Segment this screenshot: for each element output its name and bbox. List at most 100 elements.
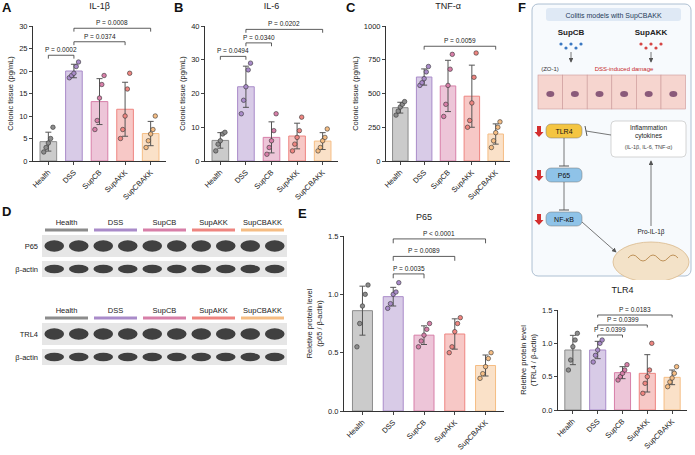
svg-text:Health: Health [56, 218, 78, 227]
svg-text:TLR4: TLR4 [555, 128, 572, 135]
svg-text:DSS: DSS [411, 168, 428, 185]
svg-text:DSS: DSS [61, 168, 78, 185]
svg-text:40: 40 [191, 22, 199, 31]
svg-text:SupCBAKK: SupCBAKK [466, 168, 500, 202]
svg-text:SupCB: SupCB [153, 306, 177, 315]
svg-text:SupCBAKK: SupCBAKK [293, 168, 327, 202]
svg-text:1.5: 1.5 [542, 306, 552, 315]
svg-text:0: 0 [23, 157, 27, 166]
svg-text:TLR4: TLR4 [611, 285, 633, 295]
svg-text:P = 0.0399: P = 0.0399 [594, 326, 626, 333]
svg-text:SupAKK: SupAKK [432, 418, 458, 444]
svg-text:SupCBAKK: SupCBAKK [243, 306, 282, 315]
svg-text:20: 20 [191, 89, 199, 98]
svg-text:10: 10 [191, 123, 199, 132]
svg-text:DSS-induced damage: DSS-induced damage [595, 66, 654, 72]
svg-text:DSS: DSS [233, 168, 250, 185]
svg-text:30: 30 [19, 22, 27, 31]
svg-text:P = 0.0494: P = 0.0494 [217, 47, 249, 54]
svg-text:10: 10 [19, 112, 27, 121]
svg-text:P = 0.0202: P = 0.0202 [268, 20, 300, 27]
svg-text:Colonic tissue (pg/mL): Colonic tissue (pg/mL) [6, 56, 15, 131]
svg-text:Health: Health [31, 168, 53, 190]
svg-text:Health: Health [383, 168, 405, 190]
svg-text:TNF-α: TNF-α [435, 1, 461, 11]
svg-text:15: 15 [19, 89, 27, 98]
svg-text:SupAKK: SupAKK [103, 168, 129, 194]
svg-text:P = 0.0374: P = 0.0374 [84, 33, 116, 40]
svg-text:Health: Health [555, 417, 577, 439]
svg-text:P = 0.0008: P = 0.0008 [96, 19, 128, 26]
svg-text:5: 5 [23, 134, 27, 143]
svg-text:Health: Health [345, 418, 367, 440]
svg-text:SupCB: SupCB [405, 418, 428, 441]
svg-text:IL-6: IL-6 [264, 1, 280, 11]
svg-text:DSS: DSS [108, 306, 123, 315]
svg-text:P = 0.0059: P = 0.0059 [444, 37, 476, 44]
svg-text:1.5: 1.5 [328, 232, 338, 241]
svg-text:SupCB: SupCB [80, 168, 103, 191]
svg-text:P = 0.0183: P = 0.0183 [619, 306, 651, 313]
svg-text:Inflammation: Inflammation [630, 124, 668, 131]
svg-text:P65: P65 [558, 172, 571, 179]
svg-text:Pro-IL-1β: Pro-IL-1β [637, 228, 664, 236]
svg-text:P65: P65 [25, 242, 38, 251]
svg-text:SupAKK: SupAKK [199, 218, 227, 227]
svg-text:P < 0.0001: P < 0.0001 [423, 230, 455, 237]
svg-text:0.0: 0.0 [542, 406, 552, 415]
svg-text:(IL-1β, IL-6, TNF-α): (IL-1β, IL-6, TNF-α) [625, 144, 673, 150]
svg-text:Colonic tissue (pg/mL): Colonic tissue (pg/mL) [178, 56, 187, 131]
svg-text:cytokines: cytokines [635, 132, 663, 140]
svg-text:TRL4: TRL4 [20, 330, 38, 339]
svg-text:Reletive protein level(TRL4 /: Reletive protein level(TRL4 / β-actin) [519, 325, 538, 395]
svg-text:P = 0.0002: P = 0.0002 [45, 46, 77, 53]
svg-text:SupCB: SupCB [153, 218, 177, 227]
svg-text:SupCB: SupCB [558, 28, 585, 37]
svg-text:SupCBAKK: SupCBAKK [243, 218, 282, 227]
svg-text:SupAKK: SupAKK [449, 168, 475, 194]
svg-text:Health: Health [56, 306, 78, 315]
svg-text:P = 0.0399: P = 0.0399 [607, 316, 639, 323]
svg-text:30: 30 [191, 55, 199, 64]
svg-text:DSS: DSS [584, 417, 601, 434]
svg-text:1000: 1000 [364, 22, 381, 31]
svg-text:SupCB: SupCB [252, 168, 275, 191]
svg-text:Reletive protein level(p65 / β: Reletive protein level(p65 / β-actin) [305, 288, 324, 358]
svg-text:Colitis models with SupCBAKK: Colitis models with SupCBAKK [565, 12, 661, 20]
svg-text:SupAKK: SupAKK [625, 417, 651, 443]
svg-text:0: 0 [195, 157, 199, 166]
svg-text:25: 25 [19, 44, 27, 53]
svg-text:β-actin: β-actin [15, 265, 38, 274]
svg-text:SupCBAKK: SupCBAKK [456, 418, 490, 452]
svg-text:SupCBAKK: SupCBAKK [121, 168, 155, 202]
svg-text:0: 0 [376, 157, 380, 166]
svg-text:1.0: 1.0 [542, 339, 552, 348]
svg-text:DSS: DSS [380, 418, 397, 435]
svg-text:P = 0.0089: P = 0.0089 [408, 247, 440, 254]
svg-text:NF-κB: NF-κB [554, 216, 574, 223]
svg-text:P = 0.0340: P = 0.0340 [243, 34, 275, 41]
svg-text:0.5: 0.5 [328, 348, 338, 357]
svg-text:SupAKK: SupAKK [635, 28, 668, 37]
svg-text:SupCBAKK: SupCBAKK [642, 417, 676, 451]
html-text:A: A [2, 0, 12, 15]
svg-text:250: 250 [368, 123, 381, 132]
svg-text:P65: P65 [416, 212, 432, 222]
svg-text:0.5: 0.5 [542, 372, 552, 381]
svg-text:IL-1β: IL-1β [89, 1, 110, 11]
svg-text:SupAKK: SupAKK [275, 168, 301, 194]
svg-text:SupCB: SupCB [603, 417, 626, 440]
svg-text:500: 500 [368, 89, 381, 98]
svg-text:20: 20 [19, 67, 27, 76]
svg-text:P = 0.0035: P = 0.0035 [393, 265, 425, 272]
svg-text:Health: Health [203, 168, 225, 190]
svg-text:SupAKK: SupAKK [199, 306, 227, 315]
svg-text:750: 750 [368, 55, 381, 64]
svg-text:1.0: 1.0 [328, 290, 338, 299]
svg-text:DSS: DSS [108, 218, 123, 227]
svg-text:Colonic tissue (pg/mL): Colonic tissue (pg/mL) [351, 56, 360, 131]
svg-text:(ZO-1): (ZO-1) [541, 66, 559, 72]
svg-text:0.0: 0.0 [328, 407, 338, 416]
svg-text:SupCB: SupCB [429, 168, 452, 191]
svg-text:β-actin: β-actin [15, 353, 38, 362]
